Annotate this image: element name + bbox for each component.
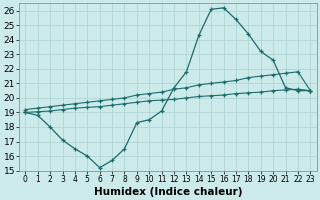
X-axis label: Humidex (Indice chaleur): Humidex (Indice chaleur)	[93, 187, 242, 197]
